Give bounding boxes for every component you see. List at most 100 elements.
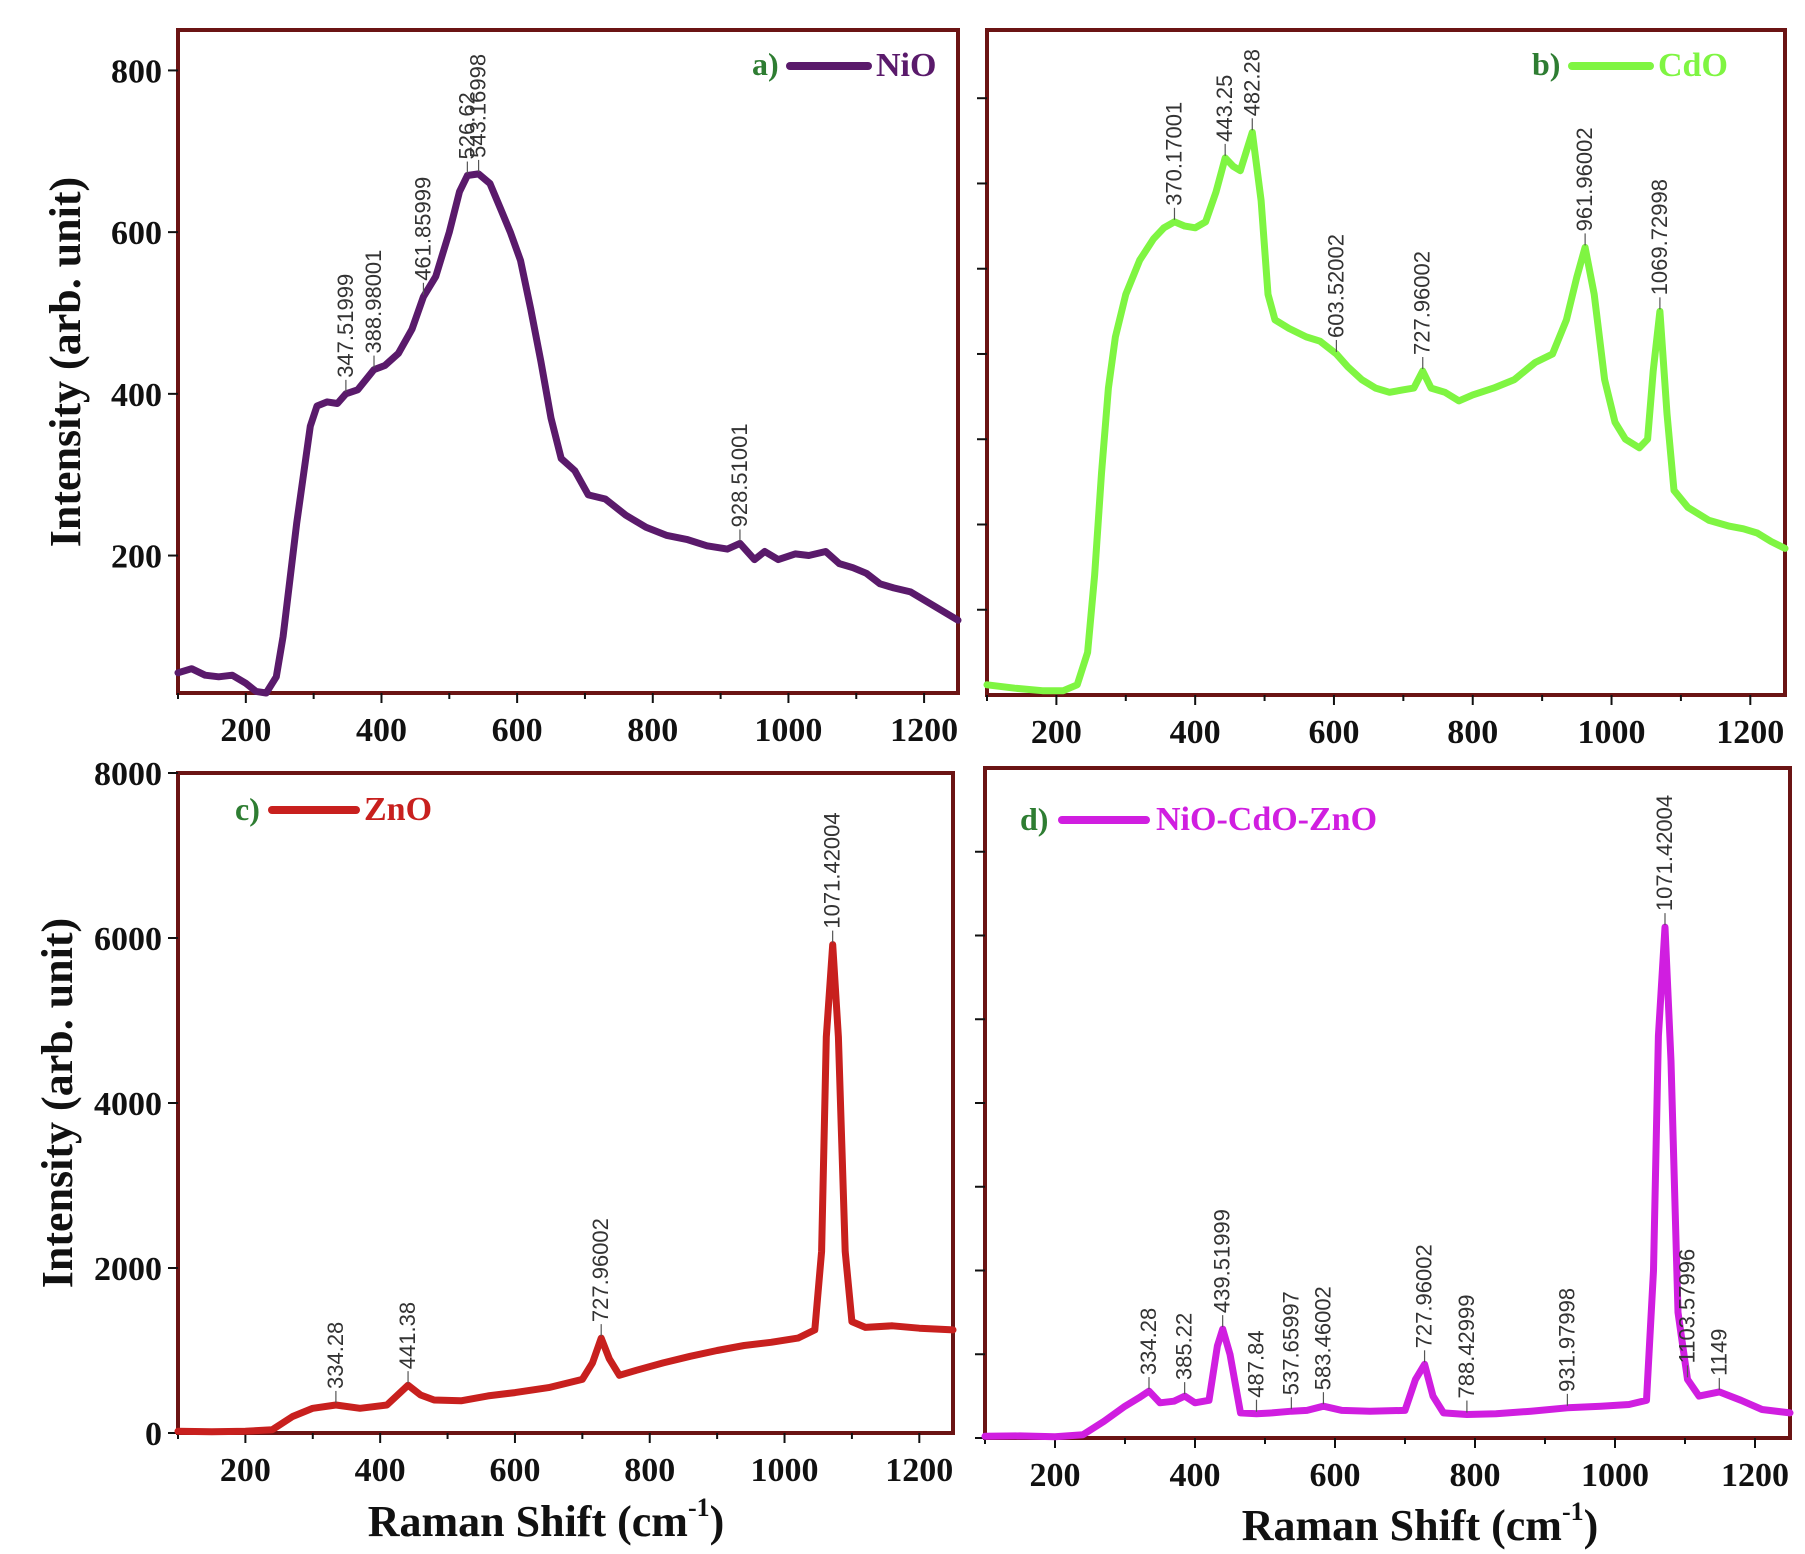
panel-b-legend: b) CdO — [1532, 46, 1728, 84]
panel-d-nio-cdo-zno: 200 400 600 800 1000 1200 334.28 385.22 439.519… — [975, 766, 1794, 1494]
panel-d-legend: d) NiO-CdO-ZnO — [1020, 801, 1377, 838]
panel-a-peak-label: 461.85999 — [410, 177, 435, 281]
panel-d-peak-label: 385.22 — [1172, 1313, 1197, 1380]
panel-a-x-tick-label: 200 — [220, 712, 271, 749]
panel-c-series — [174, 941, 957, 1436]
panel-a-peak-label: 928.51001 — [727, 423, 752, 527]
panel-a-y-tick-label: 400 — [111, 377, 162, 414]
panel-a-peak-label: 388.98001 — [361, 250, 386, 354]
panel-c-series-line — [174, 941, 957, 1436]
panel-c-legend-label: ZnO — [364, 791, 432, 828]
panel-a-x-tick-label: 600 — [492, 712, 543, 749]
panel-b-peak-label: 727.96002 — [1410, 251, 1435, 355]
panel-c-peak-label: 334.28 — [323, 1322, 348, 1389]
panel-c-x-tick-label: 1200 — [885, 1452, 953, 1489]
panel-d-peak-label: 788.42999 — [1454, 1295, 1479, 1399]
panel-b-peak-label: 603.52002 — [1323, 234, 1348, 338]
panel-a-y-tick-label: 800 — [111, 53, 162, 90]
panel-b-x-tick-label: 800 — [1447, 714, 1498, 751]
panel-a-ticks: 200 400 600 800 1000 1200 200 400 600 800 — [111, 53, 958, 749]
panel-d-series — [981, 923, 1794, 1441]
panel-d-peak-label: 537.65997 — [1278, 1291, 1303, 1395]
panel-d-series-line — [981, 923, 1794, 1441]
panel-b-peak-label: 482.28 — [1239, 49, 1264, 116]
x-axis-title-right: Raman Shift (cm-1) — [1242, 1497, 1599, 1550]
panel-c-x-tick-label: 400 — [355, 1452, 406, 1489]
panel-b-x-tick-label: 1200 — [1716, 714, 1784, 751]
panel-b-peak-label: 1069.72998 — [1647, 179, 1672, 295]
panel-d-x-tick-label: 1200 — [1721, 1457, 1789, 1494]
panel-b-peak-labels: 370.17001 443.25 482.28 603.52002 727.96002 9… — [1162, 49, 1672, 370]
panel-a-y-tick-label: 200 — [111, 539, 162, 576]
panel-a-peak-label: 526.62 — [454, 92, 479, 159]
panel-b-series — [983, 128, 1789, 695]
panel-a-x-tick-label: 1200 — [890, 712, 958, 749]
panel-b-peak-label: 370.17001 — [1162, 102, 1187, 206]
panel-c-peak-labels: 334.28 441.38 727.96002 1071.42004 — [323, 812, 845, 1403]
panel-a-legend-label: NiO — [876, 47, 936, 84]
panel-b-frame — [985, 28, 1787, 697]
panel-d-x-tick-label: 400 — [1170, 1457, 1221, 1494]
panel-a-peak-label: 543.16998 — [466, 54, 491, 158]
panel-a-x-tick-label: 800 — [627, 712, 678, 749]
panel-d-peak-label: 727.96002 — [1412, 1244, 1437, 1348]
x-axis-title-right-sup: -1 — [1562, 1497, 1584, 1526]
panel-d-x-tick-label: 200 — [1030, 1457, 1081, 1494]
panel-d-peak-label: 334.28 — [1136, 1308, 1161, 1375]
panel-b-x-tick-label: 200 — [1031, 714, 1082, 751]
panel-b-x-tick-label: 600 — [1308, 714, 1359, 751]
panel-d-peak-label: 439.51999 — [1210, 1209, 1235, 1313]
panel-a-x-tick-label: 400 — [356, 712, 407, 749]
panel-c-legend: c) ZnO — [235, 791, 432, 828]
panel-d-x-tick-label: 600 — [1310, 1457, 1361, 1494]
panel-c-y-tick-label: 4000 — [94, 1086, 162, 1123]
panel-a-frame — [176, 28, 960, 695]
x-axis-title-right-close: ) — [1584, 1501, 1599, 1550]
panel-b-x-tick-label: 400 — [1170, 714, 1221, 751]
x-axis-title-right-text: Raman Shift (cm — [1242, 1501, 1562, 1550]
panel-a-x-tick-label: 1000 — [754, 712, 822, 749]
y-axis-title-bottom: Intensity (arb. unit) — [33, 918, 82, 1288]
panel-a-peak-label: 347.51999 — [333, 274, 358, 378]
panel-d-peak-label: 1149 — [1706, 1329, 1731, 1376]
panel-b-tag: b) — [1532, 46, 1560, 82]
panel-d-legend-label: NiO-CdO-ZnO — [1156, 801, 1377, 838]
panel-a-series — [174, 170, 962, 697]
panel-b-series-line — [983, 128, 1789, 695]
panel-b-cdo: 200 400 600 800 1000 1200 370.17001 443.25 482.… — [977, 28, 1789, 751]
x-axis-title-left-sup: -1 — [688, 1493, 710, 1522]
panel-d-x-tick-label: 1000 — [1581, 1457, 1649, 1494]
panel-d-peak-label: 487.84 — [1244, 1330, 1269, 1397]
panel-a-y-tick-label: 600 — [111, 215, 162, 252]
panel-b-peak-label: 443.25 — [1212, 75, 1237, 142]
panel-d-peak-label: 931.97998 — [1554, 1288, 1579, 1392]
panel-a-peak-labels: 347.51999 388.98001 461.85999 526.62543.169… — [333, 54, 752, 542]
panel-a-series-line — [174, 170, 962, 697]
x-axis-title-left-close: ) — [710, 1497, 725, 1546]
panel-c-peak-label: 1071.42004 — [820, 812, 845, 928]
panel-c-x-tick-label: 1000 — [751, 1452, 819, 1489]
panel-c-peak-label: 727.96002 — [588, 1218, 613, 1322]
panel-a-tag: a) — [752, 46, 779, 82]
panel-c-y-tick-label: 2000 — [94, 1251, 162, 1288]
panel-b-legend-label: CdO — [1658, 47, 1728, 84]
panel-c-x-tick-label: 600 — [489, 1452, 540, 1489]
panel-c-x-tick-label: 200 — [220, 1452, 271, 1489]
panel-d-peak-label: 1071.42004 — [1652, 795, 1677, 911]
x-axis-title-left-text: Raman Shift (cm — [368, 1497, 688, 1546]
panel-c-ticks: 200 400 600 800 1000 1200 0 2000 4000 6000 8000 — [94, 756, 953, 1489]
panel-b-peak-label: 961.96002 — [1572, 127, 1597, 231]
panel-d-peak-labels: 334.28 385.22 439.51999 487.84 537.65997 583.… — [1136, 795, 1731, 1413]
panel-d-peak-label: 1103.57996 — [1675, 1249, 1700, 1364]
panel-a-legend: a) NiO — [752, 46, 936, 84]
panel-c-y-tick-label: 6000 — [94, 921, 162, 958]
panel-c-peak-label: 441.38 — [395, 1302, 420, 1369]
panel-d-tag: d) — [1020, 801, 1048, 837]
panel-b-ticks: 200 400 600 800 1000 1200 — [977, 97, 1784, 751]
panel-b-x-tick-label: 1000 — [1578, 714, 1646, 751]
panel-a-nio: 200 400 600 800 1000 1200 200 400 600 800 347.519… — [111, 28, 962, 749]
panel-d-peak-label: 583.46002 — [1310, 1286, 1335, 1390]
panel-c-x-tick-label: 800 — [624, 1452, 675, 1489]
